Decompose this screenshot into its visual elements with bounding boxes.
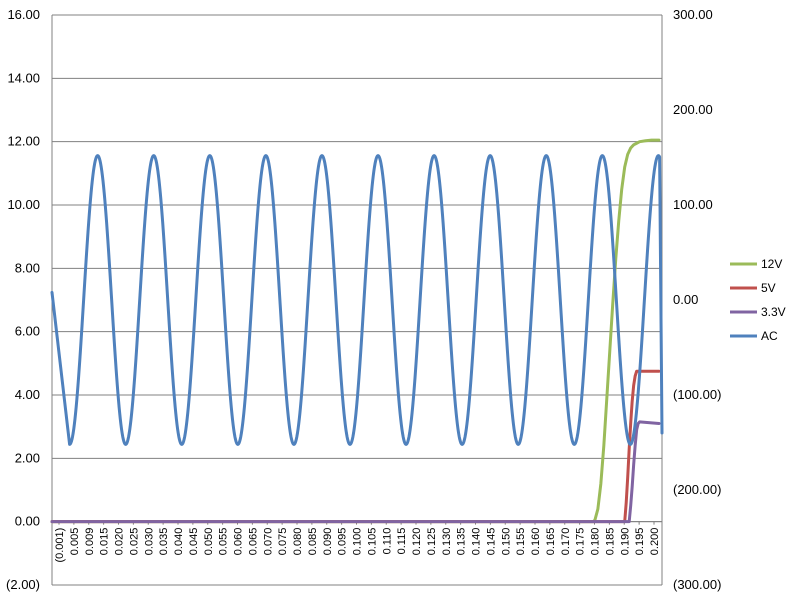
x-tick-label: 0.115 bbox=[396, 528, 408, 555]
y-right-tick-label: (100.00) bbox=[673, 387, 721, 402]
x-tick-label: 0.105 bbox=[366, 528, 378, 556]
series-12v-line bbox=[50, 138, 661, 524]
y-left-tick-label: (2.00) bbox=[6, 577, 40, 592]
x-tick-label: 0.175 bbox=[575, 528, 587, 556]
y-left-tick-label: 10.00 bbox=[7, 197, 40, 212]
y-right-tick-label: 200.00 bbox=[673, 102, 713, 117]
x-tick-label: 0.040 bbox=[173, 528, 185, 556]
x-tick-label: 0.190 bbox=[619, 528, 631, 556]
y-axis-right: (300.00) (200.00) (100.00) 0.00 100.00 200.00… bbox=[661, 7, 721, 592]
series-5v-line bbox=[50, 369, 661, 524]
y-left-tick-label: 16.00 bbox=[7, 7, 40, 22]
x-tick-label: 0.005 bbox=[69, 528, 81, 556]
x-tick-label: 0.055 bbox=[218, 528, 230, 556]
x-tick-label: 0.020 bbox=[114, 528, 126, 556]
legend-label: 12V bbox=[761, 257, 782, 271]
x-tick-label: 0.160 bbox=[530, 528, 542, 556]
y-left-tick-label: 12.00 bbox=[7, 134, 40, 149]
series-3v3-line bbox=[50, 420, 661, 524]
x-tick-label: 0.050 bbox=[203, 528, 215, 556]
x-tick-label: 0.140 bbox=[471, 528, 483, 556]
y-left-tick-label: 14.00 bbox=[7, 70, 40, 85]
x-tick-label: 0.015 bbox=[99, 528, 111, 556]
legend-label: AC bbox=[761, 329, 778, 343]
x-tick-label: 0.180 bbox=[590, 528, 602, 556]
x-tick-label: 0.060 bbox=[233, 528, 245, 556]
y-left-tick-label: 8.00 bbox=[15, 260, 40, 275]
x-tick-label: 0.195 bbox=[634, 528, 646, 556]
y-left-tick-label: 2.00 bbox=[15, 450, 40, 465]
y-right-tick-label: (200.00) bbox=[673, 482, 721, 497]
x-tick-label: (0.001) bbox=[54, 528, 66, 563]
x-tick-label: 0.125 bbox=[426, 528, 438, 556]
x-tick-label: 0.145 bbox=[485, 528, 497, 556]
x-tick-label: 0.165 bbox=[545, 528, 557, 556]
x-tick-label: 0.065 bbox=[247, 528, 259, 556]
x-tick-label: 0.085 bbox=[307, 528, 319, 556]
y-right-tick-label: 300.00 bbox=[673, 7, 713, 22]
legend-label: 5V bbox=[761, 281, 776, 295]
x-tick-label: 0.030 bbox=[143, 528, 155, 556]
legend: 12V 5V 3.3V AC bbox=[730, 257, 786, 343]
x-tick-label: 0.150 bbox=[500, 528, 512, 556]
x-tick-label: 0.009 bbox=[84, 528, 96, 556]
x-tick-label: 0.185 bbox=[604, 528, 616, 556]
x-tick-label: 0.130 bbox=[441, 528, 453, 556]
x-tick-label: 0.070 bbox=[262, 528, 274, 556]
x-tick-label: 0.110 bbox=[381, 528, 393, 555]
gridlines bbox=[52, 14, 662, 586]
x-tick-label: 0.200 bbox=[649, 528, 661, 556]
y-left-tick-label: 6.00 bbox=[15, 324, 40, 339]
x-tick-label: 0.095 bbox=[337, 528, 349, 556]
legend-label: 3.3V bbox=[761, 305, 786, 319]
x-tick-label: 0.100 bbox=[352, 528, 364, 556]
series-lines bbox=[50, 138, 664, 524]
y-left-tick-label: 0.00 bbox=[15, 514, 40, 529]
x-tick-label: 0.135 bbox=[456, 528, 468, 556]
x-tick-label: 0.170 bbox=[560, 528, 572, 556]
x-tick-label: 0.090 bbox=[322, 528, 334, 556]
x-tick-label: 0.045 bbox=[188, 528, 200, 556]
x-tick-label: 0.035 bbox=[158, 528, 170, 556]
y-right-tick-label: 0.00 bbox=[673, 292, 698, 307]
series-ac-line bbox=[50, 154, 664, 446]
y-right-tick-label: 100.00 bbox=[673, 197, 713, 212]
x-tick-label: 0.075 bbox=[277, 528, 289, 556]
y-right-tick-label: (300.00) bbox=[673, 577, 721, 592]
x-tick-label: 0.155 bbox=[515, 528, 527, 556]
x-tick-label: 0.025 bbox=[128, 528, 140, 556]
x-tick-label: 0.080 bbox=[292, 528, 304, 556]
x-tick-label: 0.120 bbox=[411, 528, 423, 556]
y-left-tick-label: 4.00 bbox=[15, 387, 40, 402]
x-axis: (0.001) 0.005 0.009 0.015 0.020 0.025 0.030 0.0… bbox=[52, 521, 662, 563]
y-axis-left: (2.00) 0.00 2.00 4.00 6.00 8.00 10.00 12.00 14.0… bbox=[6, 7, 53, 592]
